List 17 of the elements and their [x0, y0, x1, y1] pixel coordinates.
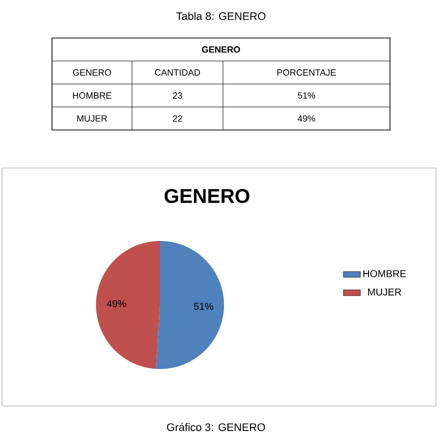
text: PORCENTAJE: [277, 69, 336, 76]
text: MUJER: [77, 115, 108, 122]
text: CANTIDAD: [155, 69, 200, 76]
text: GENERO: [202, 46, 240, 53]
legend-label: HOMBRE: [363, 270, 406, 278]
text: Gráfico 3: GENERO: [167, 422, 266, 432]
text: Tabla 8: GENERO: [176, 12, 266, 20]
legend-label: MUJER: [368, 288, 402, 296]
text: 22: [172, 115, 182, 122]
text: GENERO: [73, 69, 112, 76]
data-label: 51%: [194, 302, 214, 310]
data-label: 49%: [106, 300, 126, 308]
chart-title: GENERO: [164, 188, 250, 204]
text: 23: [172, 92, 182, 99]
text: 51%: [298, 92, 316, 99]
text: 49%: [298, 115, 316, 122]
text: HOMBRE: [73, 92, 112, 99]
